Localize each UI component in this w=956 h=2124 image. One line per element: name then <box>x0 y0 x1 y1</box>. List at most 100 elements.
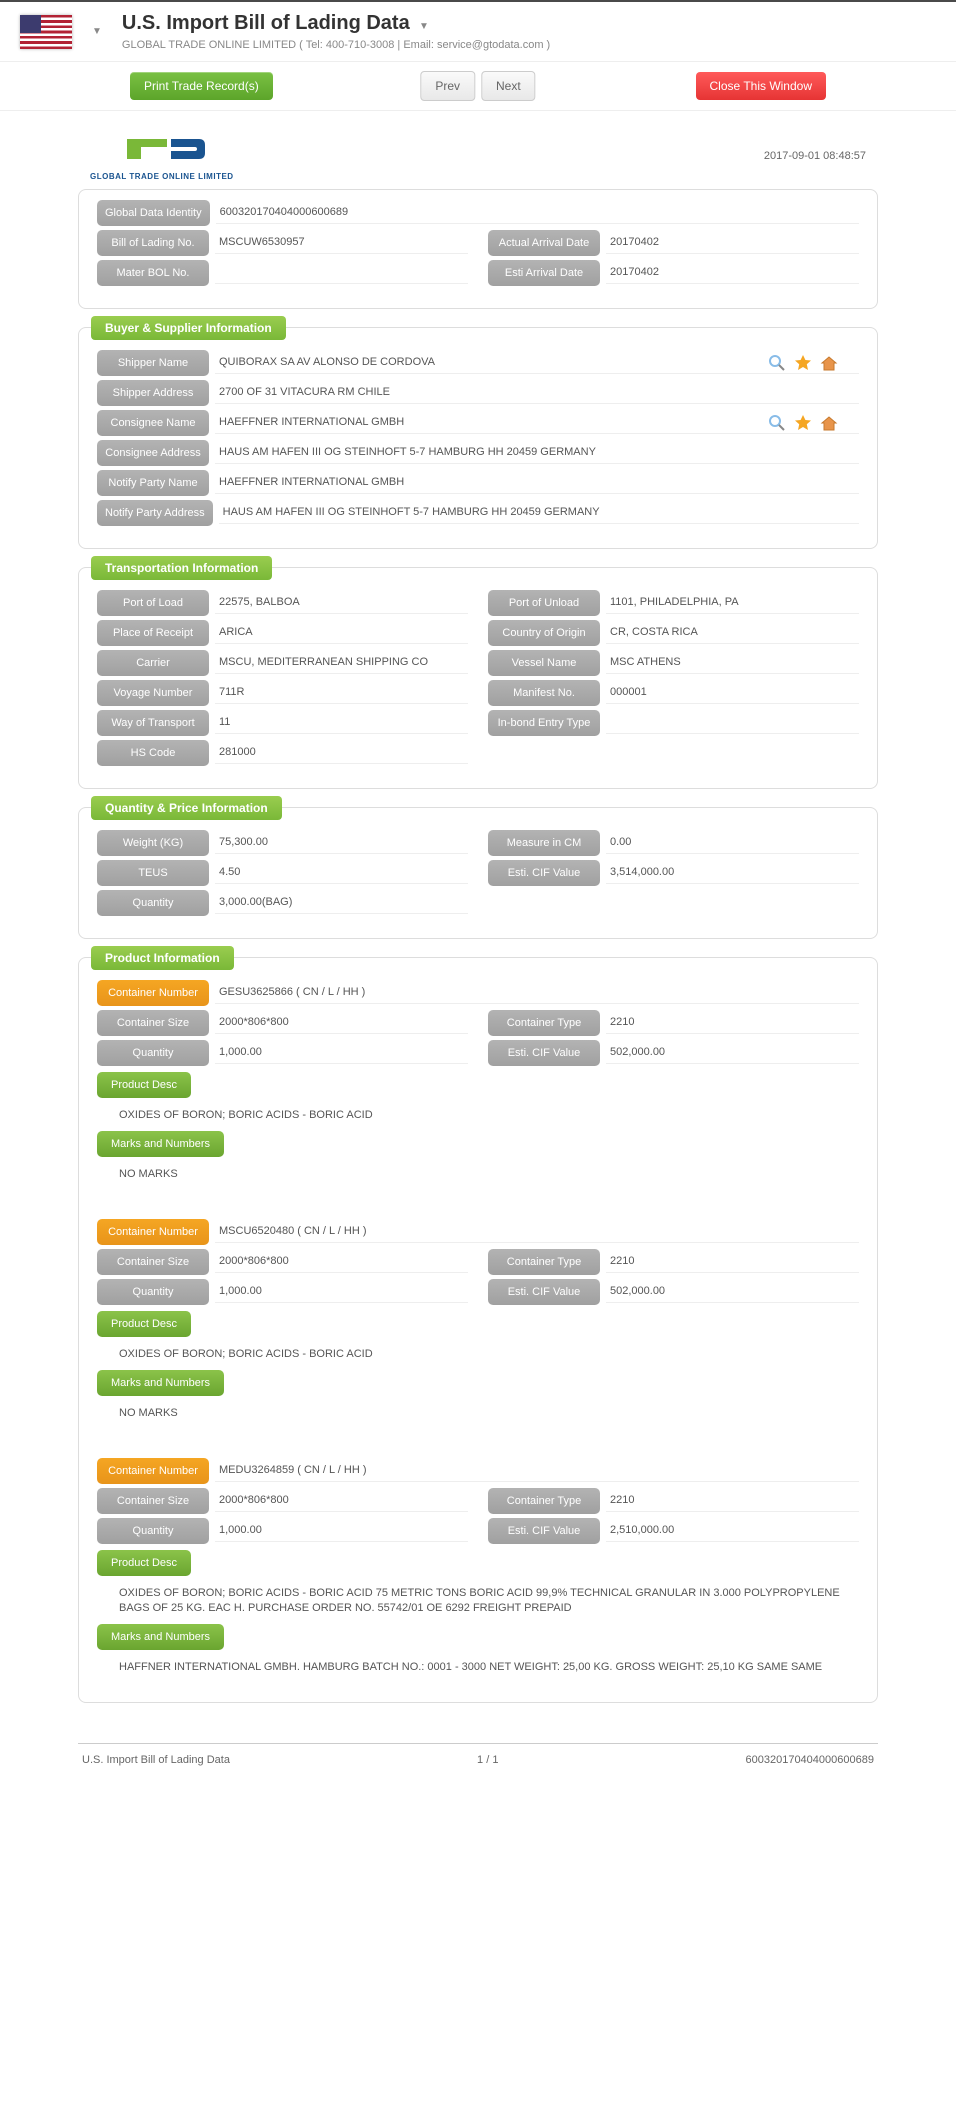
voyage-value: 711R <box>215 682 468 704</box>
toolbar: Print Trade Record(s) Prev Next Close Th… <box>0 62 956 111</box>
next-button[interactable]: Next <box>481 71 536 101</box>
product-desc-label: Product Desc <box>97 1550 191 1576</box>
marks-value: NO MARKS <box>97 1161 859 1190</box>
consignee-name-value: HAEFFNER INTERNATIONAL GMBH <box>215 412 859 434</box>
document: GLOBAL TRADE ONLINE LIMITED 2017-09-01 0… <box>78 123 878 1703</box>
star-icon[interactable] <box>793 353 813 373</box>
esti-cif-label: Esti. CIF Value <box>488 860 600 886</box>
footer-right: 600320170404000600689 <box>746 1754 874 1766</box>
shipper-addr-value: 2700 OF 31 VITACURA RM CHILE <box>215 382 859 404</box>
actual-arrival-value: 20170402 <box>606 232 859 254</box>
quantity-label: Quantity <box>97 890 209 916</box>
notify-name-label: Notify Party Name <box>97 470 209 496</box>
prev-button[interactable]: Prev <box>420 71 475 101</box>
product-cif-value: 502,000.00 <box>606 1042 859 1064</box>
doc-header: GLOBAL TRADE ONLINE LIMITED 2017-09-01 0… <box>78 123 878 189</box>
title-dropdown-icon[interactable]: ▼ <box>419 21 429 32</box>
quantity-value: 3,000.00(BAG) <box>215 892 468 914</box>
product-desc-value: OXIDES OF BORON; BORIC ACIDS - BORIC ACI… <box>97 1102 859 1131</box>
transport-section-title: Transportation Information <box>91 556 272 580</box>
hscode-value: 281000 <box>215 742 468 764</box>
product-block: Container Number MEDU3264859 ( CN / L / H… <box>97 1458 859 1684</box>
print-button[interactable]: Print Trade Record(s) <box>130 72 273 100</box>
container-type-value: 2210 <box>606 1012 859 1034</box>
top-bar: ▼ U.S. Import Bill of Lading Data ▼ GLOB… <box>0 0 956 62</box>
teus-value: 4.50 <box>215 862 468 884</box>
search-icon[interactable] <box>767 353 787 373</box>
marks-label: Marks and Numbers <box>97 1131 224 1157</box>
marks-value: NO MARKS <box>97 1400 859 1429</box>
product-cif-label: Esti. CIF Value <box>488 1518 600 1544</box>
place-receipt-value: ARICA <box>215 622 468 644</box>
consignee-addr-label: Consignee Address <box>97 440 209 466</box>
star-icon[interactable] <box>793 413 813 433</box>
product-desc-value: OXIDES OF BORON; BORIC ACIDS - BORIC ACI… <box>97 1341 859 1370</box>
bol-value: MSCUW6530957 <box>215 232 468 254</box>
timestamp: 2017-09-01 08:48:57 <box>764 150 866 162</box>
logo: GLOBAL TRADE ONLINE LIMITED <box>90 131 234 181</box>
carrier-label: Carrier <box>97 650 209 676</box>
logo-text: GLOBAL TRADE ONLINE LIMITED <box>90 172 234 181</box>
page-title: U.S. Import Bill of Lading Data <box>122 12 410 35</box>
product-quantity-label: Quantity <box>97 1040 209 1066</box>
transport-panel: Transportation Information Port of Load2… <box>78 567 878 789</box>
weight-value: 75,300.00 <box>215 832 468 854</box>
product-cif-label: Esti. CIF Value <box>488 1040 600 1066</box>
close-button[interactable]: Close This Window <box>696 72 826 100</box>
product-quantity-label: Quantity <box>97 1518 209 1544</box>
identity-panel: Global Data Identity60032017040400060068… <box>78 189 878 309</box>
way-transport-value: 11 <box>215 712 468 734</box>
container-no-label: Container Number <box>97 1219 209 1245</box>
product-quantity-value: 1,000.00 <box>215 1042 468 1064</box>
search-icon[interactable] <box>767 413 787 433</box>
weight-label: Weight (KG) <box>97 830 209 856</box>
country-origin-value: CR, COSTA RICA <box>606 622 859 644</box>
manifest-label: Manifest No. <box>488 680 600 706</box>
marks-label: Marks and Numbers <box>97 1370 224 1396</box>
esti-arrival-value: 20170402 <box>606 262 859 284</box>
buyer-panel: Buyer & Supplier Information Shipper Nam… <box>78 327 878 549</box>
product-desc-label: Product Desc <box>97 1311 191 1337</box>
consignee-name-label: Consignee Name <box>97 410 209 436</box>
port-load-label: Port of Load <box>97 590 209 616</box>
container-no-label: Container Number <box>97 980 209 1006</box>
shipper-addr-label: Shipper Address <box>97 380 209 406</box>
us-flag-icon[interactable] <box>20 15 72 49</box>
container-size-value: 2000*806*800 <box>215 1251 468 1273</box>
home-icon[interactable] <box>819 413 839 433</box>
container-no-value: GESU3625866 ( CN / L / HH ) <box>215 982 859 1004</box>
measure-value: 0.00 <box>606 832 859 854</box>
product-panel: Product Information Container NumberGESU… <box>78 957 878 1703</box>
product-block: Container Number MSCU6520480 ( CN / L / H… <box>97 1219 859 1430</box>
shipper-name-label: Shipper Name <box>97 350 209 376</box>
vessel-value: MSC ATHENS <box>606 652 859 674</box>
consignee-addr-value: HAUS AM HAFEN III OG STEINHOFT 5-7 HAMBU… <box>215 442 859 464</box>
product-quantity-value: 1,000.00 <box>215 1281 468 1303</box>
home-icon[interactable] <box>819 353 839 373</box>
mbol-value <box>215 262 468 284</box>
container-type-label: Container Type <box>488 1249 600 1275</box>
notify-name-value: HAEFFNER INTERNATIONAL GMBH <box>215 472 859 494</box>
esti-arrival-label: Esti Arrival Date <box>488 260 600 286</box>
container-type-value: 2210 <box>606 1490 859 1512</box>
port-unload-value: 1101, PHILADELPHIA, PA <box>606 592 859 614</box>
country-origin-label: Country of Origin <box>488 620 600 646</box>
inbond-label: In-bond Entry Type <box>488 710 600 736</box>
measure-label: Measure in CM <box>488 830 600 856</box>
container-no-value: MSCU6520480 ( CN / L / HH ) <box>215 1221 859 1243</box>
bol-label: Bill of Lading No. <box>97 230 209 256</box>
footer-center: 1 / 1 <box>477 1754 498 1766</box>
container-type-value: 2210 <box>606 1251 859 1273</box>
container-size-value: 2000*806*800 <box>215 1012 468 1034</box>
container-size-value: 2000*806*800 <box>215 1490 468 1512</box>
marks-value: HAFFNER INTERNATIONAL GMBH. HAMBURG BATC… <box>97 1654 859 1683</box>
qty-panel: Quantity & Price Information Weight (KG)… <box>78 807 878 939</box>
port-load-value: 22575, BALBOA <box>215 592 468 614</box>
footer: U.S. Import Bill of Lading Data 1 / 1 60… <box>78 1743 878 1776</box>
voyage-label: Voyage Number <box>97 680 209 706</box>
container-no-label: Container Number <box>97 1458 209 1484</box>
container-type-label: Container Type <box>488 1010 600 1036</box>
shipper-name-value: QUIBORAX SA AV ALONSO DE CORDOVA <box>215 352 859 374</box>
container-no-value: MEDU3264859 ( CN / L / HH ) <box>215 1460 859 1482</box>
flag-dropdown-icon[interactable]: ▼ <box>92 26 102 37</box>
